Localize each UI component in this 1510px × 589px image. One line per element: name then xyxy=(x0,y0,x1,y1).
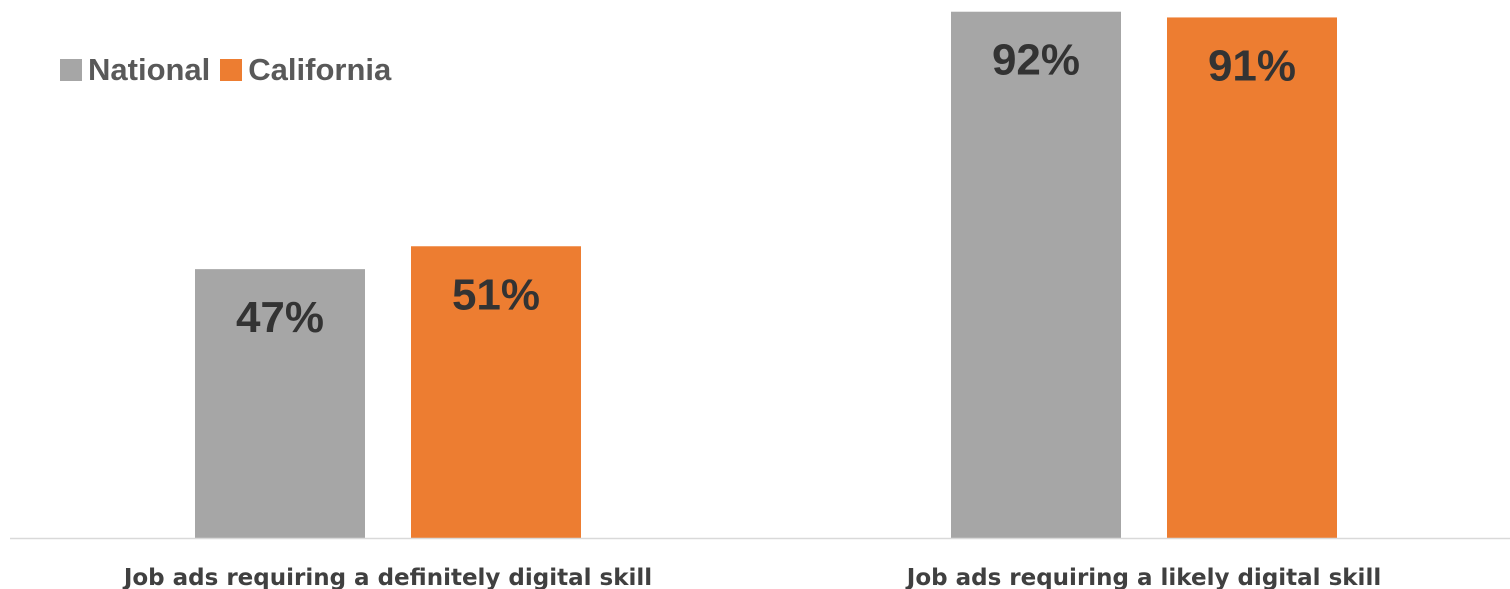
bar-california-1 xyxy=(1167,17,1337,539)
bar-national-1 xyxy=(951,11,1121,538)
bar-national-0 xyxy=(195,269,365,538)
legend-label-california: California xyxy=(248,52,392,87)
data-label-california-1: 91% xyxy=(1208,41,1296,90)
data-label-california-0: 51% xyxy=(452,270,540,319)
legend-label-national: National xyxy=(88,52,211,87)
legend-item-california: California xyxy=(220,52,391,88)
legend-swatch-national xyxy=(60,59,82,81)
bar-california-0 xyxy=(411,246,581,539)
legend: National California xyxy=(60,52,401,88)
category-label-0: Job ads requiring a definitely digital s… xyxy=(122,565,652,589)
data-label-national-0: 47% xyxy=(236,293,324,342)
legend-item-national: National xyxy=(60,52,210,88)
data-label-national-1: 92% xyxy=(992,36,1080,85)
category-label-1: Job ads requiring a likely digital skill xyxy=(905,565,1381,589)
legend-swatch-california xyxy=(220,59,243,81)
